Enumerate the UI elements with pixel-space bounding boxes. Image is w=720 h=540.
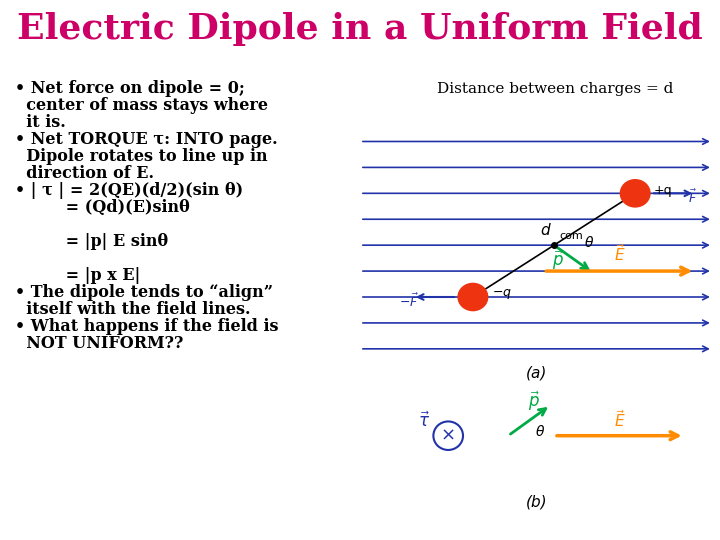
Text: $\vec{p}$: $\vec{p}$ (528, 389, 540, 413)
Text: NOT UNIFORM??: NOT UNIFORM?? (15, 335, 184, 352)
Text: $\vec{E}$: $\vec{E}$ (614, 244, 626, 265)
Text: • What happens if the field is: • What happens if the field is (15, 318, 279, 335)
Circle shape (458, 284, 487, 310)
Text: • The dipole tends to “align”: • The dipole tends to “align” (15, 284, 273, 301)
Text: = |p| E sinθ: = |p| E sinθ (15, 233, 168, 250)
Text: $\vec{E}$: $\vec{E}$ (614, 409, 626, 430)
Text: Electric Dipole in a Uniform Field: Electric Dipole in a Uniform Field (17, 12, 703, 46)
Text: Distance between charges = d: Distance between charges = d (437, 82, 673, 96)
Text: • Net TORQUE τ: INTO page.: • Net TORQUE τ: INTO page. (15, 131, 278, 148)
Text: $-q$: $-q$ (492, 287, 512, 301)
Text: center of mass stays where: center of mass stays where (15, 97, 268, 114)
Text: it is.: it is. (15, 114, 66, 131)
Text: com: com (559, 231, 583, 241)
Circle shape (621, 180, 650, 207)
Text: (a): (a) (526, 366, 547, 381)
Text: $\vec{F}$: $\vec{F}$ (688, 189, 698, 206)
Text: • Net force on dipole = 0;: • Net force on dipole = 0; (15, 80, 245, 97)
Text: $\vec{\tau}$: $\vec{\tau}$ (418, 411, 431, 431)
Text: (b): (b) (526, 495, 547, 510)
Text: ×: × (441, 427, 456, 445)
Text: direction of E.: direction of E. (15, 165, 154, 182)
Text: $\theta$: $\theta$ (584, 235, 594, 250)
Text: +q: +q (654, 184, 672, 197)
Text: $-\vec{F}$: $-\vec{F}$ (399, 293, 418, 310)
Text: = |p x E|: = |p x E| (15, 267, 140, 284)
Text: d: d (540, 224, 549, 239)
Text: = (Qd)(E)sinθ: = (Qd)(E)sinθ (15, 199, 190, 216)
Text: Dipole rotates to line up in: Dipole rotates to line up in (15, 148, 268, 165)
Text: • | τ | = 2(QE)(d/2)(sin θ): • | τ | = 2(QE)(d/2)(sin θ) (15, 182, 243, 199)
Text: $\vec{p}$: $\vec{p}$ (552, 249, 564, 272)
Text: itself with the field lines.: itself with the field lines. (15, 301, 251, 318)
Text: $\theta$: $\theta$ (535, 424, 545, 438)
